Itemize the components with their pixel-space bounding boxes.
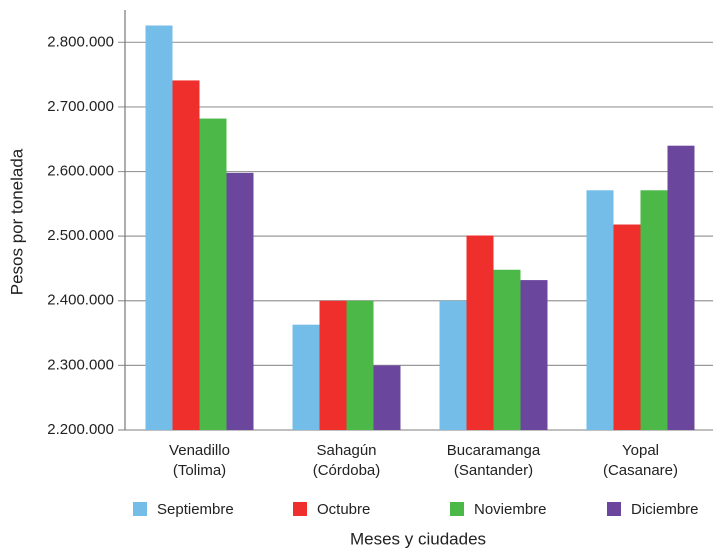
- bar: [667, 145, 695, 430]
- legend-label: Diciembre: [631, 501, 699, 518]
- bar: [493, 269, 521, 430]
- bar: [613, 224, 641, 430]
- bar: [439, 300, 467, 430]
- bar: [226, 172, 254, 431]
- bar: [145, 25, 173, 431]
- bar: [466, 235, 494, 430]
- legend-swatch: [607, 502, 621, 516]
- bar: [199, 118, 227, 431]
- y-axis-title: Pesos por tonelada: [7, 148, 26, 295]
- bar: [319, 300, 347, 430]
- bar: [172, 80, 200, 430]
- x-tick-label: Sahagún (Córdoba): [313, 442, 381, 479]
- y-tick-label: 2.500.000: [47, 227, 114, 244]
- y-tick-label: 2.200.000: [47, 421, 114, 438]
- x-tick-label: Venadillo (Tolima): [169, 442, 230, 479]
- y-tick-label: 2.700.000: [47, 98, 114, 115]
- bar: [520, 280, 548, 430]
- bar: [346, 300, 374, 430]
- bar: [586, 190, 614, 430]
- x-axis-title: Meses y ciudades: [350, 529, 486, 548]
- y-tick-label: 2.800.000: [47, 33, 114, 50]
- bar: [373, 365, 401, 430]
- legend-label: Octubre: [317, 501, 370, 518]
- legend-label: Septiembre: [157, 501, 234, 518]
- legend-label: Noviembre: [474, 501, 547, 518]
- y-tick-label: 2.400.000: [47, 292, 114, 309]
- x-tick-label: Yopal (Casanare): [603, 442, 678, 479]
- legend-swatch: [293, 502, 307, 516]
- x-tick-label: Bucaramanga (Santander): [447, 442, 541, 479]
- bar: [640, 190, 668, 430]
- legend-swatch: [133, 502, 147, 516]
- legend-swatch: [450, 502, 464, 516]
- y-tick-label: 2.600.000: [47, 163, 114, 180]
- y-tick-label: 2.300.000: [47, 356, 114, 373]
- bar: [292, 324, 320, 430]
